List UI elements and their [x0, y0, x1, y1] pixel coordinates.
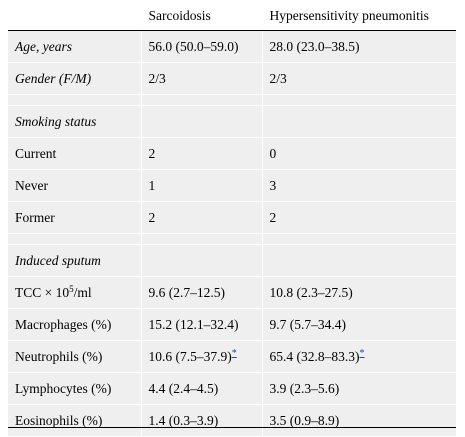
cell-lymphocytes-sarcoidosis: 4.4 (2.4–4.5) [140, 372, 262, 405]
table-row-gender: Gender (F/M) 2/3 2/3 [8, 62, 456, 95]
cell-current-sarcoidosis: 2 [140, 137, 262, 170]
tcc-label-exponent: 5 [69, 284, 74, 294]
cell-former-sarcoidosis: 2 [140, 201, 262, 234]
table-row-eosinophils: Eosinophils (%) 1.4 (0.3–3.9) 3.5 (0.9–8… [8, 404, 456, 437]
cell-neutrophils-hp: 65.4 (32.8–83.3)* [261, 340, 456, 373]
table-row-former: Former 2 2 [8, 201, 456, 234]
spacer-row [8, 94, 456, 106]
row-label-lymphocytes: Lymphocytes (%) [8, 372, 141, 405]
cell-eosinophils-hp: 3.5 (0.9–8.9) [261, 404, 456, 437]
section-title-smoking: Smoking status [8, 105, 141, 138]
header-sarcoidosis: Sarcoidosis [140, 2, 262, 31]
header-blank [8, 2, 141, 31]
cell-gender-hp: 2/3 [261, 62, 456, 95]
table-row-never: Never 1 3 [8, 169, 456, 202]
cell-gender-sarcoidosis: 2/3 [140, 62, 262, 95]
cell-current-hp: 0 [261, 137, 456, 170]
cell-tcc-hp: 10.8 (2.3–27.5) [261, 276, 456, 309]
table-row-age: Age, years 56.0 (50.0–59.0) 28.0 (23.0–3… [8, 30, 456, 63]
table-row-neutrophils: Neutrophils (%) 10.6 (7.5–37.9)* 65.4 (3… [8, 340, 456, 373]
cell-macrophages-hp: 9.7 (5.7–34.4) [261, 308, 456, 341]
section-title-sputum: Induced sputum [8, 244, 141, 277]
table-row-tcc: TCC × 105/ml 9.6 (2.7–12.5) 10.8 (2.3–27… [8, 276, 456, 309]
cell-eosinophils-sarcoidosis: 1.4 (0.3–3.9) [140, 404, 262, 437]
cell-macrophages-sarcoidosis: 15.2 (12.1–32.4) [140, 308, 262, 341]
neutrophils-hp-value: 65.4 (32.8–83.3) [269, 349, 360, 364]
cell-neutrophils-sarcoidosis: 10.6 (7.5–37.9)* [140, 340, 262, 373]
row-label-eosinophils: Eosinophils (%) [8, 404, 141, 437]
neutrophils-sarc-value: 10.6 (7.5–37.9) [148, 349, 232, 364]
row-label-gender: Gender (F/M) [8, 62, 141, 95]
table-row-lymphocytes: Lymphocytes (%) 4.4 (2.4–4.5) 3.9 (2.3–5… [8, 372, 456, 405]
section-row-smoking: Smoking status [8, 105, 456, 138]
cell-age-sarcoidosis: 56.0 (50.0–59.0) [140, 30, 262, 63]
row-label-neutrophils: Neutrophils (%) [8, 340, 141, 373]
row-label-current: Current [8, 137, 141, 170]
section-row-sputum: Induced sputum [8, 244, 456, 277]
cell-never-hp: 3 [261, 169, 456, 202]
cell-age-hp: 28.0 (23.0–38.5) [261, 30, 456, 63]
table-row-macrophages: Macrophages (%) 15.2 (12.1–32.4) 9.7 (5.… [8, 308, 456, 341]
cell-lymphocytes-hp: 3.9 (2.3–5.6) [261, 372, 456, 405]
spacer-row [8, 233, 456, 245]
row-label-macrophages: Macrophages (%) [8, 308, 141, 341]
table-header-row: Sarcoidosis Hypersensitivity pneumonitis [8, 2, 456, 31]
row-label-never: Never [8, 169, 141, 202]
cell-never-sarcoidosis: 1 [140, 169, 262, 202]
cell-tcc-sarcoidosis: 9.6 (2.7–12.5) [140, 276, 262, 309]
footnote-link-hp[interactable]: * [359, 348, 365, 359]
row-label-tcc: TCC × 105/ml [8, 276, 141, 309]
row-label-former: Former [8, 201, 141, 234]
tcc-label-prefix: TCC × 10 [15, 285, 70, 300]
tcc-label-suffix: /ml [73, 285, 92, 300]
footnote-link-sarc[interactable]: * [231, 348, 237, 359]
table-bottom-rule [8, 427, 456, 428]
row-label-age: Age, years [8, 30, 141, 63]
header-hypersensitivity-pneumonitis: Hypersensitivity pneumonitis [261, 2, 456, 31]
cell-former-hp: 2 [261, 201, 456, 234]
data-table: Sarcoidosis Hypersensitivity pneumonitis… [8, 2, 456, 437]
table-row-current: Current 2 0 [8, 137, 456, 170]
